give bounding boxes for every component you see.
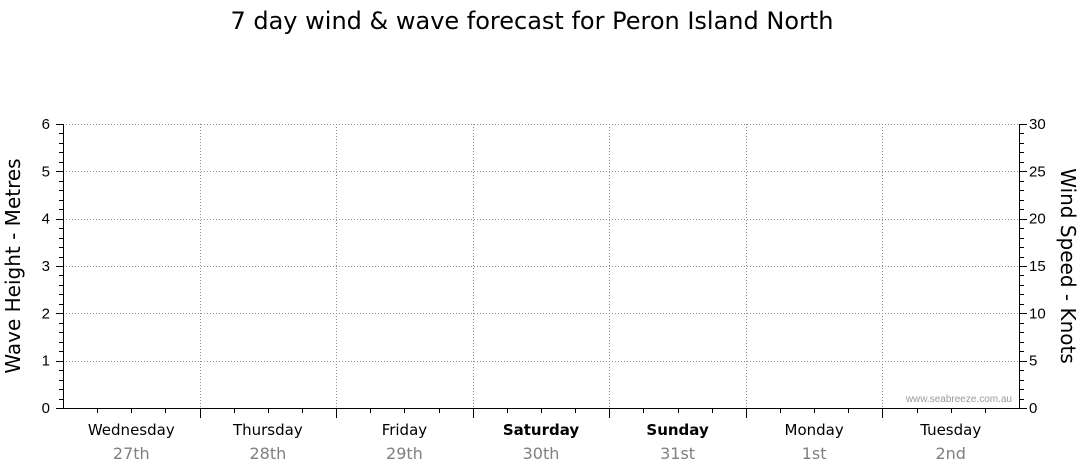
right-tick-label: 0: [1029, 400, 1037, 417]
left-tick-label: 6: [42, 116, 50, 133]
wind-speed-ticks: 0 5 10 15 20 25 30: [1020, 116, 1046, 417]
day-date-label: 1st: [802, 444, 827, 463]
day-date-label: 2nd: [935, 444, 965, 463]
day-date-label: 31st: [660, 444, 695, 463]
left-tick-label: 2: [42, 305, 50, 322]
day-date-label: 28th: [249, 444, 286, 463]
right-tick-label: 10: [1029, 305, 1046, 322]
day-date-label: 30th: [523, 444, 560, 463]
right-tick-label: 15: [1029, 258, 1046, 275]
left-tick-label: 4: [42, 211, 50, 228]
day-name-label: Sunday: [646, 421, 709, 439]
right-tick-label: 30: [1029, 116, 1046, 133]
left-tick-label: 1: [42, 353, 50, 370]
right-tick-label: 25: [1029, 163, 1046, 180]
day-labels: Wednesday 27th Thursday 28th Friday 29th Satur…: [88, 421, 981, 463]
day-name-label: Saturday: [503, 421, 580, 439]
watermark: www.seabreeze.com.au: [905, 394, 1012, 405]
day-name-label: Thursday: [232, 421, 303, 439]
day-name-label: Tuesday: [919, 421, 981, 439]
grid-lines: [63, 124, 1019, 408]
day-name-label: Friday: [382, 421, 428, 439]
day-date-label: 29th: [386, 444, 423, 463]
day-name-label: Wednesday: [88, 421, 175, 439]
left-tick-label: 3: [42, 258, 50, 275]
left-axis-title: Wave Height - Metres: [1, 158, 25, 373]
day-date-label: 27th: [113, 444, 150, 463]
chart-title: 7 day wind & wave forecast for Peron Isl…: [230, 7, 833, 35]
left-tick-label: 5: [42, 163, 50, 180]
wave-height-ticks: 0 1 2 3 4 5 6: [42, 116, 63, 417]
axes: [63, 124, 1020, 418]
right-axis-title: Wind Speed - Knots: [1056, 168, 1080, 364]
right-tick-label: 5: [1029, 353, 1037, 370]
right-tick-label: 20: [1029, 211, 1046, 228]
left-tick-label: 0: [42, 400, 50, 417]
day-name-label: Monday: [785, 421, 844, 439]
